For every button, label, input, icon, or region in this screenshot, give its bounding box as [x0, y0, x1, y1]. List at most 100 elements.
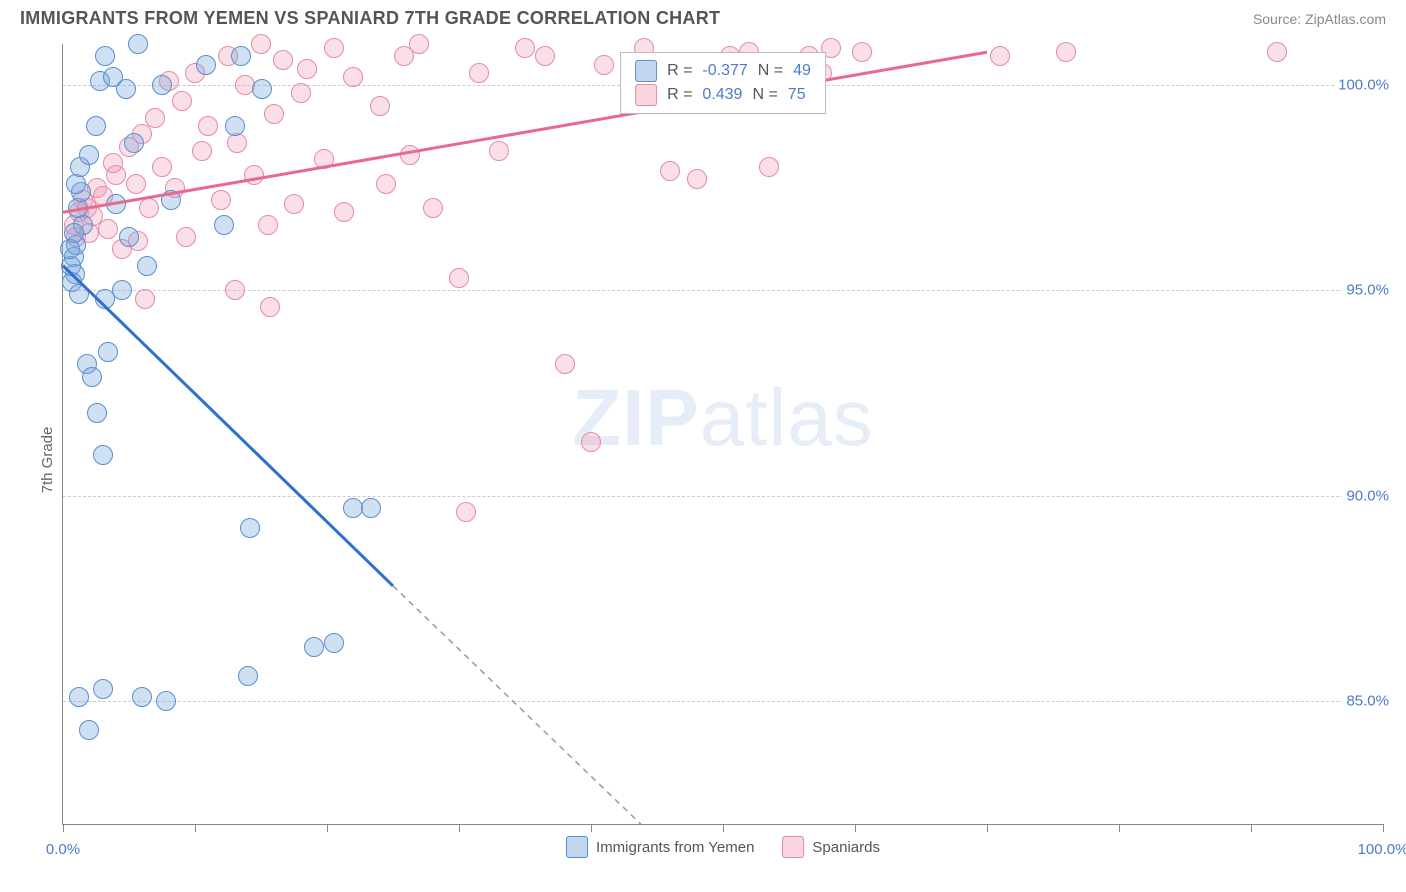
data-point-pink [449, 268, 469, 288]
data-point-blue [304, 637, 324, 657]
data-point-blue [238, 666, 258, 686]
data-point-pink [1267, 42, 1287, 62]
data-point-blue [214, 215, 234, 235]
data-point-pink [555, 354, 575, 374]
data-point-blue [69, 687, 89, 707]
n-value-pink: 75 [788, 83, 806, 107]
data-point-pink [489, 141, 509, 161]
data-point-blue [225, 116, 245, 136]
data-point-pink [469, 63, 489, 83]
data-point-pink [244, 165, 264, 185]
data-point-blue [79, 145, 99, 165]
regression-lines [63, 44, 1383, 824]
x-tick [327, 824, 328, 832]
data-point-pink [273, 50, 293, 70]
legend-label-yemen: Immigrants from Yemen [596, 839, 754, 856]
n-value-blue: 49 [793, 59, 811, 83]
x-tick [591, 824, 592, 832]
data-point-pink [264, 104, 284, 124]
legend-row-blue: R = -0.377 N = 49 [635, 59, 811, 83]
data-point-blue [124, 133, 144, 153]
data-point-pink [535, 46, 555, 66]
data-point-pink [297, 59, 317, 79]
data-point-pink [370, 96, 390, 116]
swatch-pink-icon [635, 84, 657, 106]
data-point-blue [98, 342, 118, 362]
data-point-pink [334, 202, 354, 222]
x-tick [987, 824, 988, 832]
data-point-pink [314, 149, 334, 169]
data-point-pink [126, 174, 146, 194]
data-point-blue [93, 445, 113, 465]
data-point-pink [343, 67, 363, 87]
correlation-legend: R = -0.377 N = 49 R = 0.439 N = 75 [620, 52, 826, 114]
data-point-pink [260, 297, 280, 317]
y-axis-label: 7th Grade [39, 427, 56, 494]
data-point-pink [139, 198, 159, 218]
data-point-pink [376, 174, 396, 194]
data-point-blue [152, 75, 172, 95]
plot-region: ZIPatlas R = -0.377 N = 49 R = 0.439 N =… [62, 44, 1383, 825]
legend-item-spaniards: Spaniards [782, 836, 880, 858]
data-point-blue [128, 34, 148, 54]
data-point-blue [87, 403, 107, 423]
data-point-pink [409, 34, 429, 54]
x-tick-label-left: 0.0% [46, 841, 80, 858]
data-point-blue [82, 367, 102, 387]
data-point-pink [172, 91, 192, 111]
data-point-pink [423, 198, 443, 218]
data-point-pink [759, 157, 779, 177]
legend-item-yemen: Immigrants from Yemen [566, 836, 754, 858]
data-point-blue [79, 720, 99, 740]
chart-title: IMMIGRANTS FROM YEMEN VS SPANIARD 7TH GR… [20, 8, 720, 29]
data-point-pink [324, 38, 344, 58]
n-label: N = [758, 59, 783, 83]
data-point-blue [361, 498, 381, 518]
r-value-pink: 0.439 [702, 83, 742, 107]
data-point-pink [135, 289, 155, 309]
y-tick-label: 90.0% [1342, 487, 1389, 504]
chart-source: Source: ZipAtlas.com [1253, 11, 1386, 27]
data-point-pink [258, 215, 278, 235]
y-tick-label: 100.0% [1334, 77, 1389, 94]
x-tick [459, 824, 460, 832]
data-point-blue [116, 79, 136, 99]
legend-label-spaniards: Spaniards [812, 839, 880, 856]
x-tick [1119, 824, 1120, 832]
data-point-pink [594, 55, 614, 75]
y-tick-label: 95.0% [1342, 282, 1389, 299]
data-point-blue [95, 46, 115, 66]
data-point-blue [119, 227, 139, 247]
source-name: ZipAtlas.com [1305, 11, 1386, 27]
data-point-pink [291, 83, 311, 103]
series-legend: Immigrants from Yemen Spaniards [566, 836, 880, 858]
gridline [63, 290, 1389, 291]
data-point-pink [145, 108, 165, 128]
data-point-pink [152, 157, 172, 177]
gridline [63, 701, 1389, 702]
data-point-blue [112, 280, 132, 300]
data-point-pink [687, 169, 707, 189]
chart-header: IMMIGRANTS FROM YEMEN VS SPANIARD 7TH GR… [0, 0, 1406, 35]
data-point-blue [69, 284, 89, 304]
data-point-pink [284, 194, 304, 214]
data-point-blue [106, 194, 126, 214]
r-label: R = [667, 59, 692, 83]
x-tick [855, 824, 856, 832]
data-point-blue [137, 256, 157, 276]
source-prefix: Source: [1253, 11, 1305, 27]
data-point-pink [1056, 42, 1076, 62]
data-point-blue [231, 46, 251, 66]
data-point-pink [211, 190, 231, 210]
swatch-blue-icon [635, 60, 657, 82]
data-point-blue [93, 679, 113, 699]
data-point-pink [515, 38, 535, 58]
watermark-atlas: atlas [700, 373, 874, 462]
data-point-pink [400, 145, 420, 165]
data-point-blue [240, 518, 260, 538]
chart-area: 7th Grade ZIPatlas R = -0.377 N = 49 R =… [20, 40, 1386, 880]
data-point-pink [192, 141, 212, 161]
r-label: R = [667, 83, 692, 107]
n-label: N = [752, 83, 777, 107]
data-point-pink [251, 34, 271, 54]
